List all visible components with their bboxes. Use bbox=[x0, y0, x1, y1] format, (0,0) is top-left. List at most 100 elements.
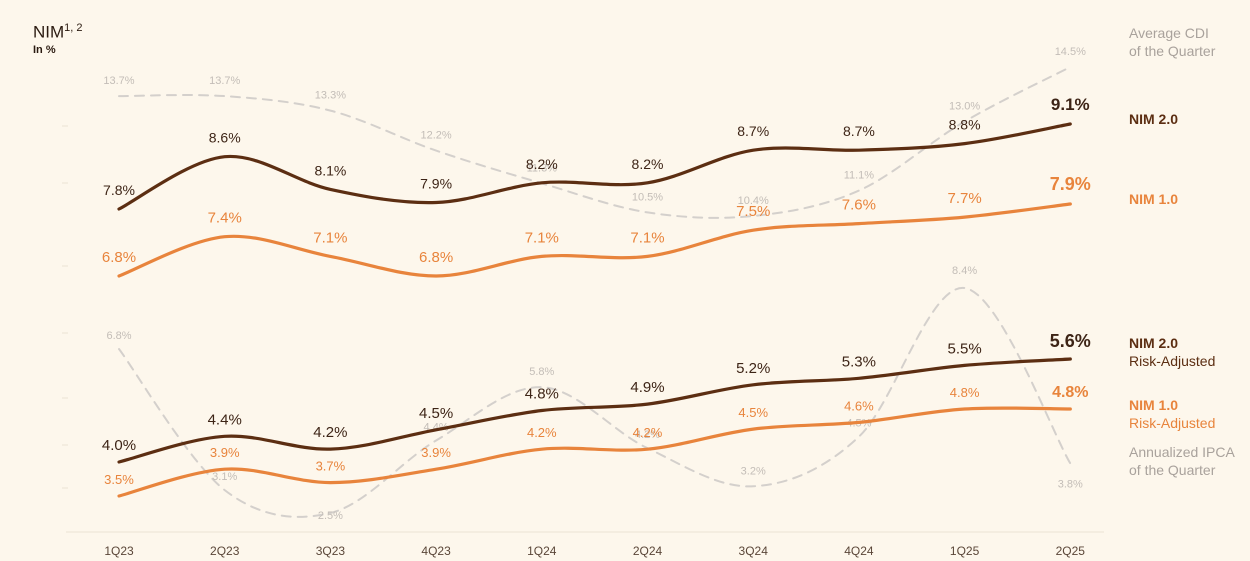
data-label-nim1-1q24: 7.1% bbox=[525, 229, 559, 246]
legend-cdi: Average CDI of the Quarter bbox=[1129, 24, 1215, 60]
data-label-nim1-3q23: 7.1% bbox=[313, 229, 347, 246]
legend-nim2: NIM 2.0 bbox=[1129, 110, 1178, 128]
data-label-ipca-2q24: 4.2% bbox=[635, 429, 660, 441]
data-label-nim1-risk-adjusted-4q24: 4.6% bbox=[844, 398, 874, 413]
data-label-nim2-risk-adjusted-2q24: 4.9% bbox=[630, 379, 664, 396]
chart-title-block: NIM1, 2 In % bbox=[33, 22, 83, 56]
data-label-nim1-risk-adjusted-3q23: 3.7% bbox=[316, 459, 346, 474]
data-label-nim2-risk-adjusted-1q25: 5.5% bbox=[947, 340, 981, 357]
data-label-cdi-2q23: 13.7% bbox=[209, 75, 240, 87]
legend-cdi-line1: Average CDI bbox=[1129, 25, 1209, 41]
legend-nim1-label: NIM 1.0 bbox=[1129, 191, 1179, 207]
series-nim2: 7.8% 8.6% 8.1% 7.9% 8.2% 8.2% 8.7% 8.7% 8.8% 9.1% bbox=[103, 95, 1090, 211]
data-label-cdi-4q24: 11.1% bbox=[844, 170, 875, 182]
data-label-cdi-1q25: 13.0% bbox=[949, 101, 980, 113]
data-label-nim2-2q25: 9.1% bbox=[1051, 95, 1090, 114]
data-label-ipca-1q24: 5.8% bbox=[529, 366, 554, 378]
data-label-nim2-1q23: 7.8% bbox=[103, 182, 135, 198]
chart-title: NIM1, 2 bbox=[33, 22, 83, 43]
data-label-ipca-2q23: 3.1% bbox=[212, 471, 237, 483]
x-tick-label-2q24: 2Q24 bbox=[633, 544, 663, 558]
x-tick-label-2q23: 2Q23 bbox=[210, 544, 240, 558]
data-label-nim2-1q24: 8.2% bbox=[526, 156, 558, 172]
data-label-nim1-risk-adjusted-1q23: 3.5% bbox=[104, 472, 134, 487]
data-label-nim1-risk-adjusted-2q25: 4.8% bbox=[1052, 384, 1088, 401]
data-label-nim2-risk-adjusted-2q23: 4.4% bbox=[208, 411, 242, 428]
chart-title-superscript: 1, 2 bbox=[64, 22, 83, 34]
data-label-nim1-risk-adjusted-1q25: 4.8% bbox=[950, 385, 980, 400]
data-label-nim2-4q23: 7.9% bbox=[420, 175, 452, 191]
legend-nim1-risk-adjusted: NIM 1.0 Risk-Adjusted bbox=[1129, 396, 1215, 432]
chart-unit-label: In % bbox=[33, 43, 56, 56]
x-tick-label-3q23: 3Q23 bbox=[316, 544, 346, 558]
legend-ipca-line1: Annualized IPCA bbox=[1129, 444, 1235, 460]
legend-nim2-risk-adjusted: NIM 2.0 Risk-Adjusted bbox=[1129, 334, 1215, 370]
x-tick-label-1q24: 1Q24 bbox=[527, 544, 557, 558]
data-label-nim2-risk-adjusted-3q23: 4.2% bbox=[313, 424, 347, 441]
data-label-nim2-risk-adjusted-1q23: 4.0% bbox=[102, 437, 136, 454]
series-nim2-risk-adjusted: 4.0% 4.4% 4.2% 4.5% 4.8% 4.9% 5.2% 5.3% 5.5% 5.6% bbox=[102, 331, 1091, 464]
legend-nim1ra-line1: NIM 1.0 bbox=[1129, 397, 1179, 413]
data-label-nim2-risk-adjusted-4q23: 4.5% bbox=[419, 405, 453, 422]
data-label-nim2-1q25: 8.8% bbox=[949, 117, 981, 133]
legend-nim2ra-line1: NIM 2.0 bbox=[1129, 335, 1179, 351]
data-label-nim1-risk-adjusted-3q24: 4.5% bbox=[738, 405, 768, 420]
data-label-nim2-3q24: 8.7% bbox=[737, 123, 769, 139]
legend-nim1: NIM 1.0 bbox=[1129, 190, 1178, 208]
x-tick-label-4q24: 4Q24 bbox=[844, 544, 874, 558]
data-label-nim1-2q24: 7.1% bbox=[630, 229, 664, 246]
legend-cdi-line2: of the Quarter bbox=[1129, 43, 1216, 59]
series-nim1: 6.8% 7.4% 7.1% 6.8% 7.1% 7.1% 7.5% 7.6% 7.7% 7.9% bbox=[102, 174, 1091, 278]
data-label-cdi-3q24: 10.4% bbox=[738, 195, 769, 207]
data-label-ipca-1q25: 8.4% bbox=[952, 265, 977, 277]
series-line-cdi bbox=[118, 66, 1072, 219]
data-label-nim1-risk-adjusted-4q23: 3.9% bbox=[421, 445, 451, 460]
legend-nim1ra-line2: Risk-Adjusted bbox=[1129, 415, 1216, 431]
data-label-nim2-risk-adjusted-2q25: 5.6% bbox=[1050, 331, 1091, 351]
data-label-nim1-1q23: 6.8% bbox=[102, 249, 136, 266]
data-label-cdi-2q24: 10.5% bbox=[632, 191, 663, 203]
data-label-cdi-1q24: 11.3% bbox=[527, 162, 558, 174]
legend-ipca-line2: of the Quarter bbox=[1129, 462, 1216, 478]
series-line-nim1 bbox=[117, 202, 1072, 278]
series-line-nim1-risk-adjusted bbox=[117, 406, 1072, 498]
legend-ipca: Annualized IPCA of the Quarter bbox=[1129, 443, 1235, 479]
data-label-cdi-3q23: 13.3% bbox=[315, 90, 346, 102]
data-label-ipca-3q23: 2.5% bbox=[318, 510, 343, 522]
data-label-ipca-1q23: 6.8% bbox=[106, 330, 131, 342]
legend-nim2-label: NIM 2.0 bbox=[1129, 111, 1179, 127]
data-label-nim1-4q24: 7.6% bbox=[842, 197, 876, 214]
data-label-nim1-risk-adjusted-2q23: 3.9% bbox=[210, 445, 240, 460]
data-label-cdi-1q23: 13.7% bbox=[103, 75, 134, 87]
data-label-nim1-2q23: 7.4% bbox=[208, 210, 242, 227]
data-label-ipca-2q25: 3.8% bbox=[1058, 478, 1083, 490]
data-label-nim1-3q24: 7.5% bbox=[736, 203, 770, 220]
data-label-nim1-2q25: 7.9% bbox=[1050, 174, 1091, 194]
data-label-nim2-2q24: 8.2% bbox=[632, 156, 664, 172]
x-tick-label-1q23: 1Q23 bbox=[104, 544, 134, 558]
data-label-nim1-1q25: 7.7% bbox=[947, 190, 981, 207]
data-label-ipca-3q24: 3.2% bbox=[741, 465, 766, 477]
x-tick-label-2q25: 2Q25 bbox=[1056, 544, 1086, 558]
series-line-nim2 bbox=[117, 122, 1072, 211]
x-tick-label-3q24: 3Q24 bbox=[739, 544, 769, 558]
series-cdi: 13.7% 13.7% 13.3% 12.2% 11.3% 10.5% 10.4% 11.1%… bbox=[103, 46, 1086, 219]
x-tick-label-1q25: 1Q25 bbox=[950, 544, 980, 558]
series-line-nim2-risk-adjusted bbox=[117, 357, 1072, 464]
chart-title-text: NIM bbox=[33, 22, 65, 42]
data-label-cdi-2q25: 14.5% bbox=[1055, 46, 1086, 58]
data-label-nim2-risk-adjusted-1q24: 4.8% bbox=[525, 386, 559, 403]
data-label-nim1-risk-adjusted-1q24: 4.2% bbox=[527, 425, 557, 440]
data-label-nim1-4q23: 6.8% bbox=[419, 249, 453, 266]
series-line-ipca bbox=[118, 286, 1072, 518]
x-tick-label-4q23: 4Q23 bbox=[421, 544, 451, 558]
legend-nim2ra-line2: Risk-Adjusted bbox=[1129, 353, 1216, 369]
series-ipca: 6.8% 3.1% 2.5% 4.4% 5.8% 4.2% 3.2% 4.5% 8.4% 3.8% bbox=[106, 265, 1083, 522]
data-label-nim2-risk-adjusted-3q24: 5.2% bbox=[736, 360, 770, 377]
data-label-nim2-risk-adjusted-4q24: 5.3% bbox=[842, 353, 876, 370]
data-label-nim2-3q23: 8.1% bbox=[314, 162, 346, 178]
data-label-cdi-4q23: 12.2% bbox=[420, 130, 451, 142]
series-nim1-risk-adjusted: 3.5% 3.9% 3.7% 3.9% 4.2% 4.2% 4.5% 4.6% 4.8% 4.8% bbox=[104, 384, 1089, 498]
data-label-nim1-risk-adjusted-2q24: 4.2% bbox=[633, 425, 663, 440]
